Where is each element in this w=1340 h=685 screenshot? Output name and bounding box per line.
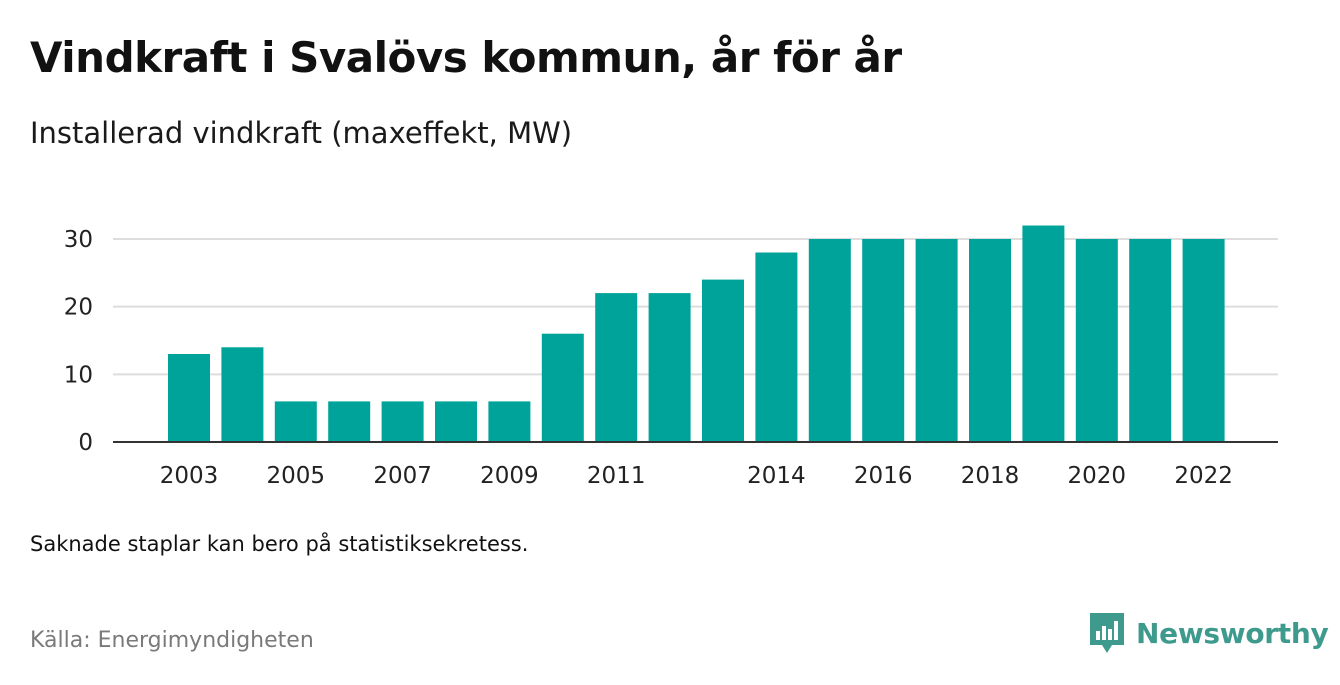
bar-2014: [755, 252, 798, 442]
x-tick-label: 2007: [373, 463, 432, 489]
bar-2010: [541, 333, 584, 442]
chart-title: Vindkraft i Svalövs kommun, år för år: [30, 33, 902, 82]
bar-chart: 0 10 20 30 2003 2005 2007 2009 2011 2014 2016 2018…: [64, 225, 1278, 489]
bars: [168, 225, 1225, 442]
bar-2008: [435, 401, 477, 442]
bar-2006: [328, 401, 371, 442]
brand-name: Newsworthy: [1136, 616, 1329, 650]
x-tick-label: 2005: [267, 463, 326, 489]
y-tick-label: 20: [64, 295, 93, 321]
y-tick-label: 10: [64, 362, 93, 388]
bar-2004: [221, 347, 264, 442]
bar-2015: [808, 239, 851, 442]
x-tick-label: 2020: [1068, 463, 1127, 489]
bar-2019: [1022, 225, 1065, 442]
source-label: Källa: Energimyndigheten: [30, 628, 314, 653]
bar-2013: [702, 279, 744, 442]
x-tick-label: 2022: [1174, 463, 1233, 489]
footnote: Saknade staplar kan bero på statistiksek…: [30, 532, 529, 556]
bar-2018: [969, 239, 1011, 442]
newsworthy-logo-icon: [1090, 613, 1124, 653]
x-tick-label: 2011: [587, 463, 646, 489]
x-tick-label: 2009: [480, 463, 539, 489]
bar-2009: [488, 401, 531, 442]
x-axis-ticks: 2003 2005 2007 2009 2011 2014 2016 2018 2020 2022: [160, 463, 1233, 489]
bar-2022: [1182, 239, 1225, 442]
x-tick-label: 2003: [160, 463, 219, 489]
x-tick-label: 2016: [854, 463, 913, 489]
x-tick-label: 2018: [961, 463, 1020, 489]
bar-2012: [648, 293, 691, 442]
bar-2007: [381, 401, 424, 442]
bar-2016: [862, 239, 905, 442]
y-tick-label: 0: [78, 430, 93, 456]
bar-2021: [1129, 239, 1172, 442]
brand-logo[interactable]: Newsworthy: [1088, 611, 1329, 655]
bar-2003: [168, 354, 210, 442]
bar-2017: [915, 239, 958, 442]
y-tick-label: 30: [64, 227, 93, 253]
bar-2011: [595, 293, 638, 442]
bar-2020: [1075, 239, 1118, 442]
bar-2005: [274, 401, 317, 442]
x-tick-label: 2014: [747, 463, 806, 489]
y-axis-ticks: 0 10 20 30: [64, 227, 93, 456]
chart-subtitle: Installerad vindkraft (maxeffekt, MW): [30, 116, 573, 150]
